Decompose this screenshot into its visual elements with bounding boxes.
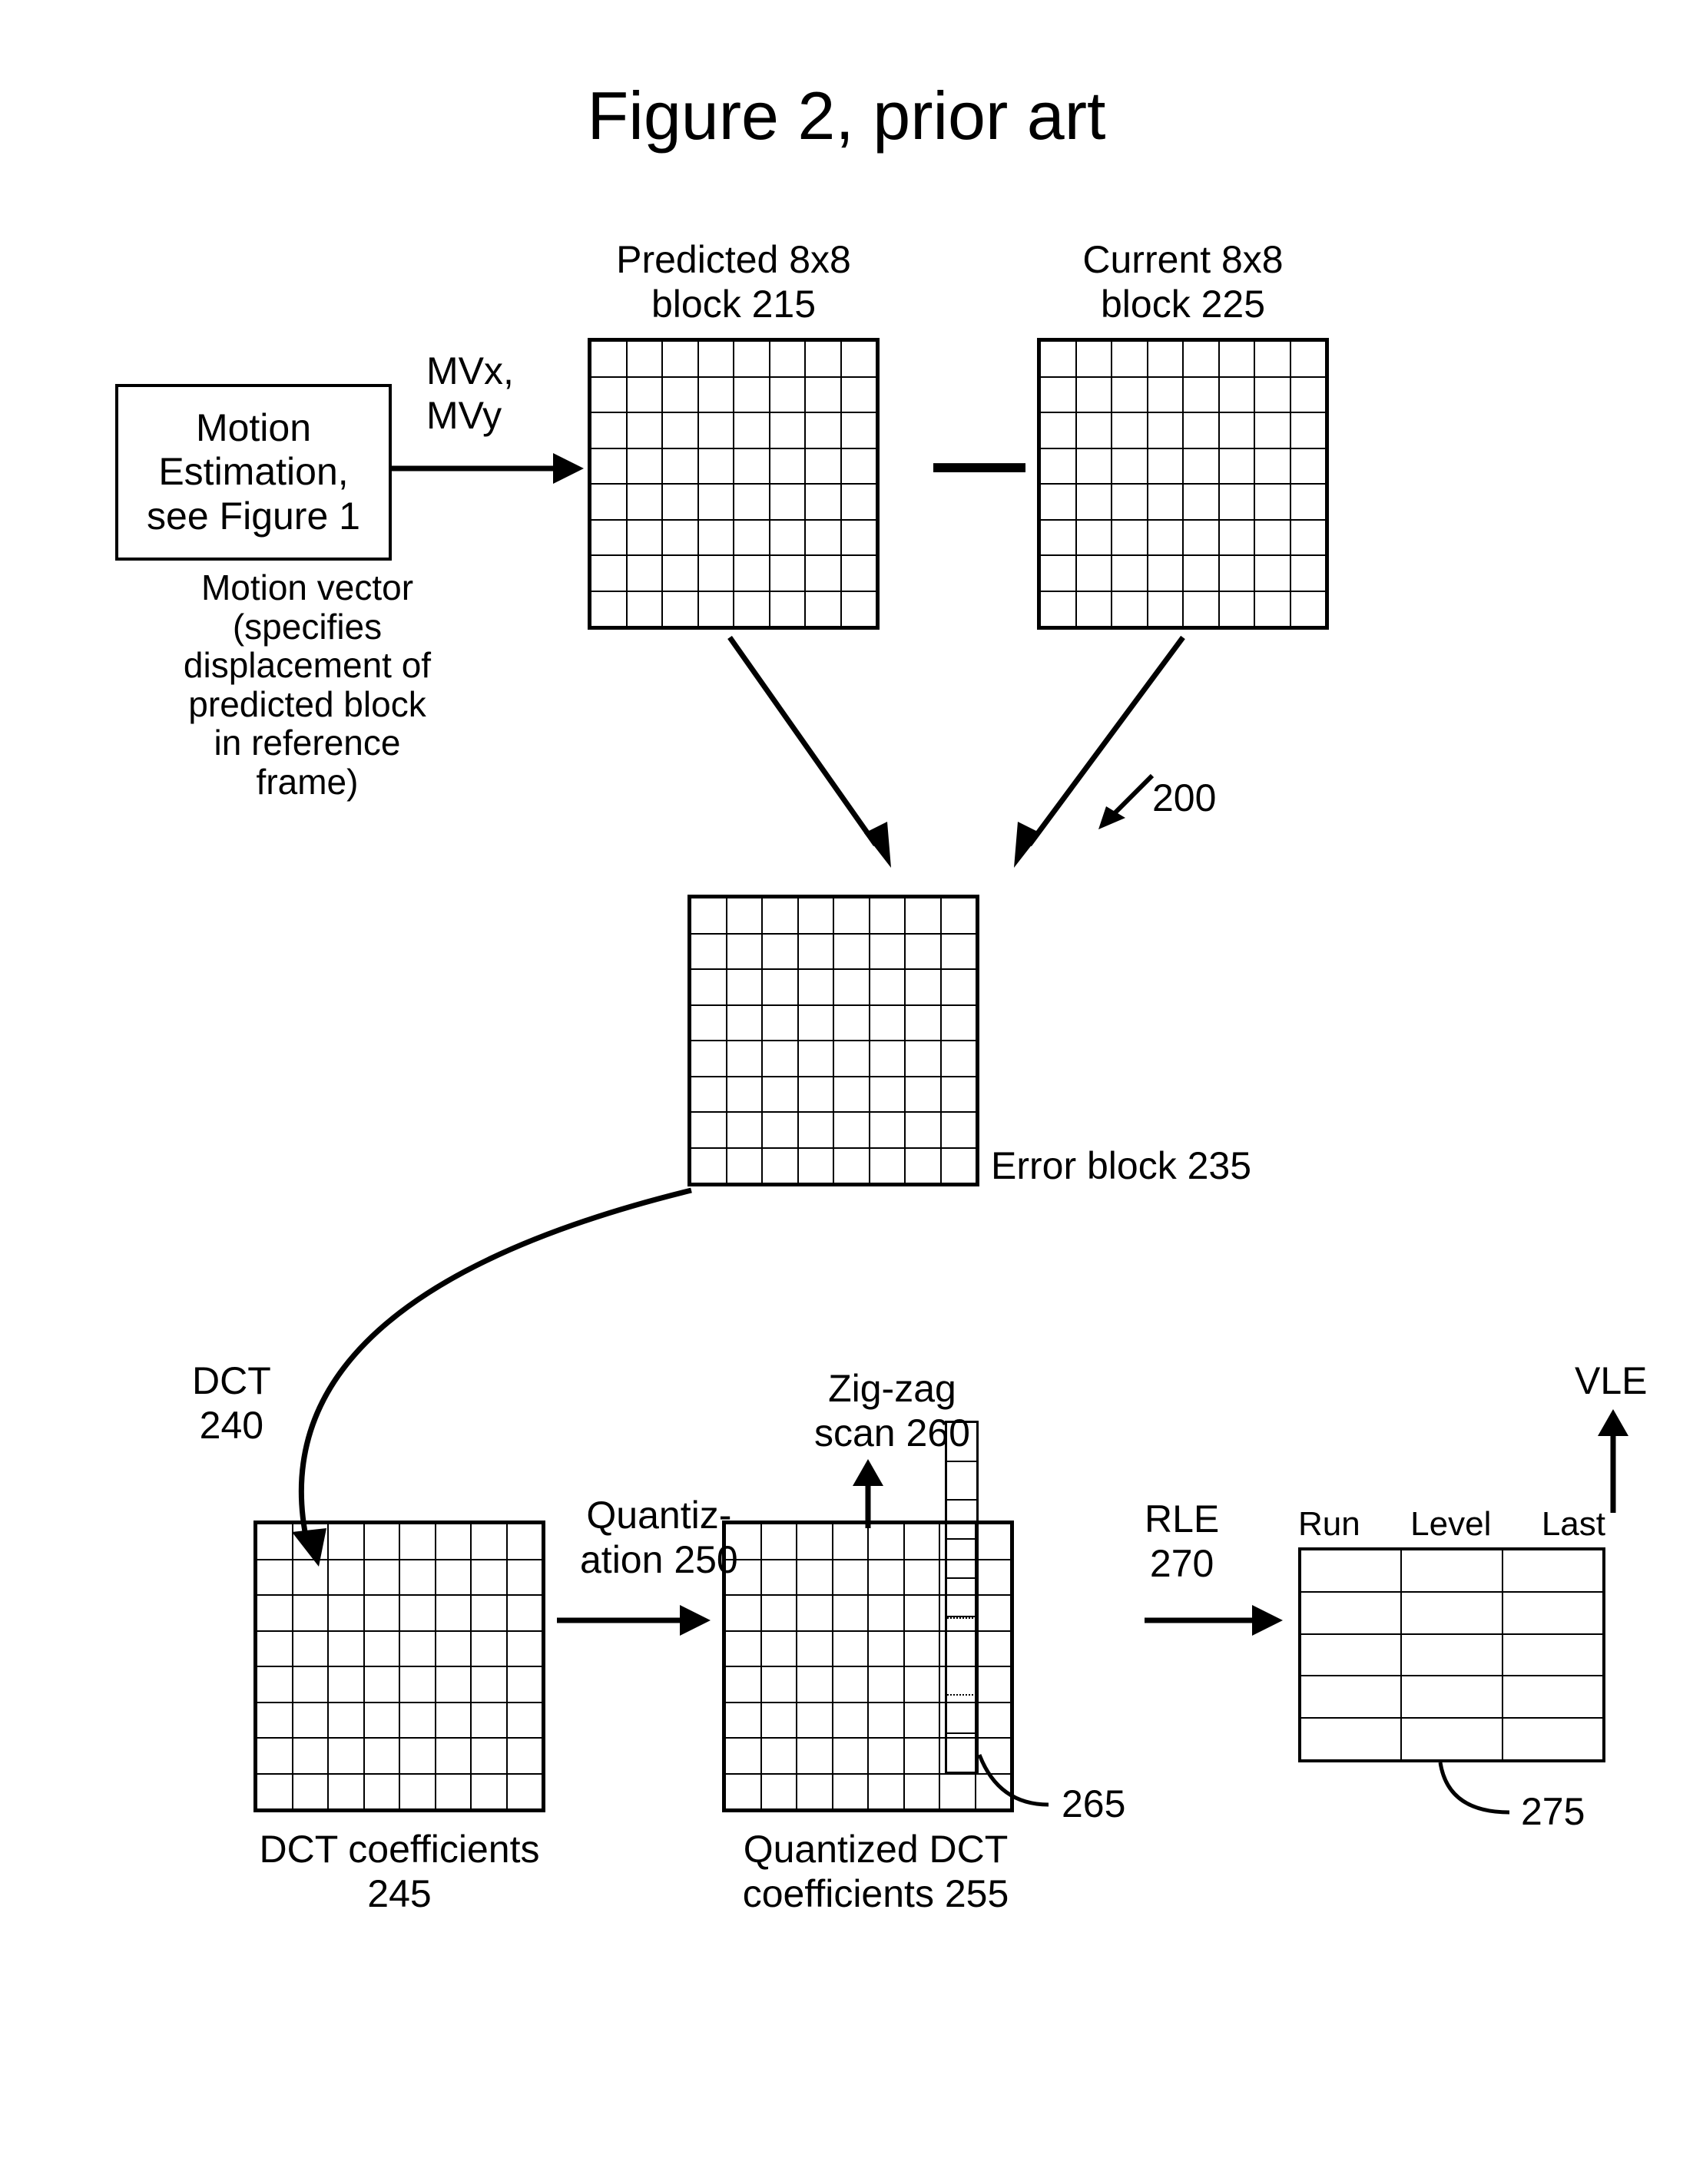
rle-arrow <box>1145 1597 1283 1643</box>
mv-description: Motion vector (specifies displacement of… <box>146 568 469 802</box>
dct-coef-label: DCT coefficients 245 <box>253 1828 545 1916</box>
dct-coef-grid <box>253 1521 545 1812</box>
ref-275: 275 <box>1521 1789 1585 1834</box>
ref-200: 200 <box>1152 776 1216 820</box>
rll-level: Level <box>1410 1505 1491 1544</box>
zigzag-arrow <box>845 1467 891 1528</box>
ref-265-hook <box>976 1751 1060 1828</box>
quantization-label: Quantiz- ation 250 <box>580 1494 738 1582</box>
vle-arrow <box>1590 1413 1636 1513</box>
arrow-me-to-predicted <box>392 445 584 491</box>
error-block-label: Error block 235 <box>991 1144 1251 1189</box>
predicted-block-grid <box>588 338 880 630</box>
ref-265: 265 <box>1062 1782 1125 1826</box>
predicted-block-label: Predicted 8x8 block 215 <box>588 238 880 326</box>
motion-estimation-text: Motion Estimation, see Figure 1 <box>147 406 360 539</box>
minus-icon: — <box>933 415 1025 507</box>
quant-arrow <box>557 1597 711 1643</box>
current-block-label: Current 8x8 block 225 <box>1037 238 1329 326</box>
ref-200-arrow <box>1098 768 1160 829</box>
error-block-grid <box>687 895 979 1186</box>
rll-headers: Run Level Last <box>1298 1505 1605 1544</box>
rll-table <box>1298 1547 1605 1762</box>
mv-label: MVx, MVy <box>426 349 514 438</box>
current-block-grid <box>1037 338 1329 630</box>
rle-label: RLE 270 <box>1145 1497 1219 1586</box>
zigzag-strip-clean <box>945 1421 979 1774</box>
ref-275-hook <box>1436 1759 1521 1835</box>
quant-coef-label: Quantized DCT coefficients 255 <box>722 1828 1029 1916</box>
motion-estimation-box: Motion Estimation, see Figure 1 <box>115 384 392 561</box>
rll-run: Run <box>1298 1505 1360 1544</box>
vle-label: VLE <box>1575 1359 1648 1404</box>
figure-title: Figure 2, prior art <box>588 77 1106 155</box>
